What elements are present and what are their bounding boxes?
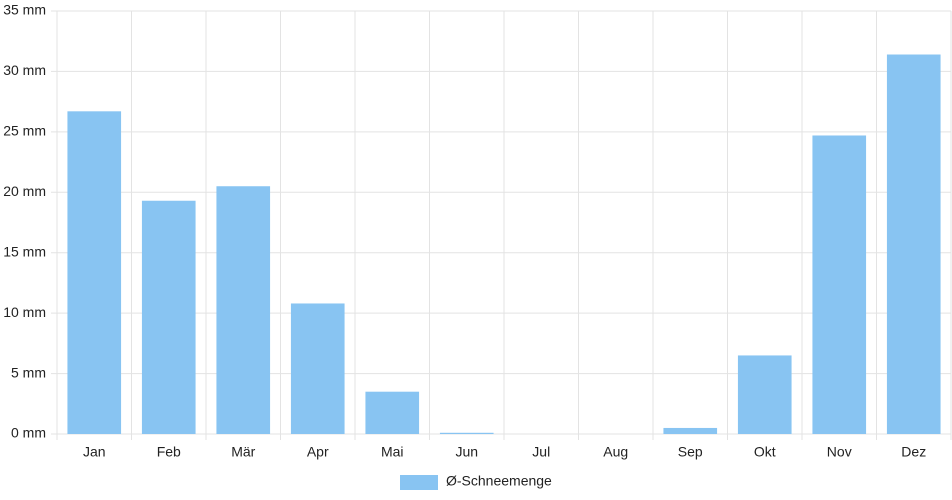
legend-label: Ø-Schneemenge	[446, 473, 552, 489]
y-tick-label: 20 mm	[3, 183, 46, 199]
x-tick-label: Dez	[901, 444, 926, 460]
x-tick-label: Mai	[381, 444, 404, 460]
x-tick-label: Jan	[83, 444, 106, 460]
x-tick-label: Aug	[603, 444, 628, 460]
bar	[886, 54, 941, 434]
y-tick-label: 0 mm	[11, 425, 46, 441]
legend-swatch	[400, 475, 438, 490]
bar	[439, 432, 494, 434]
bar	[812, 135, 867, 435]
y-tick-label: 35 mm	[3, 2, 46, 18]
x-tick-label: Mär	[231, 444, 255, 460]
bar	[365, 391, 420, 434]
x-tick-label: Sep	[678, 444, 703, 460]
y-tick-label: 5 mm	[11, 364, 46, 380]
y-tick-label: 25 mm	[3, 123, 46, 139]
x-tick-label: Nov	[827, 444, 852, 460]
y-tick-label: 30 mm	[3, 62, 46, 78]
bar	[663, 427, 718, 434]
x-tick-label: Okt	[754, 444, 776, 460]
y-tick-label: 10 mm	[3, 304, 46, 320]
y-tick-label: 15 mm	[3, 243, 46, 259]
x-tick-label: Jun	[455, 444, 478, 460]
bar	[216, 186, 271, 434]
x-tick-label: Apr	[307, 444, 329, 460]
x-tick-label: Feb	[157, 444, 181, 460]
bar	[290, 303, 345, 434]
bar	[141, 200, 196, 434]
bar	[737, 355, 792, 434]
x-tick-label: Jul	[532, 444, 550, 460]
bar	[67, 111, 122, 434]
